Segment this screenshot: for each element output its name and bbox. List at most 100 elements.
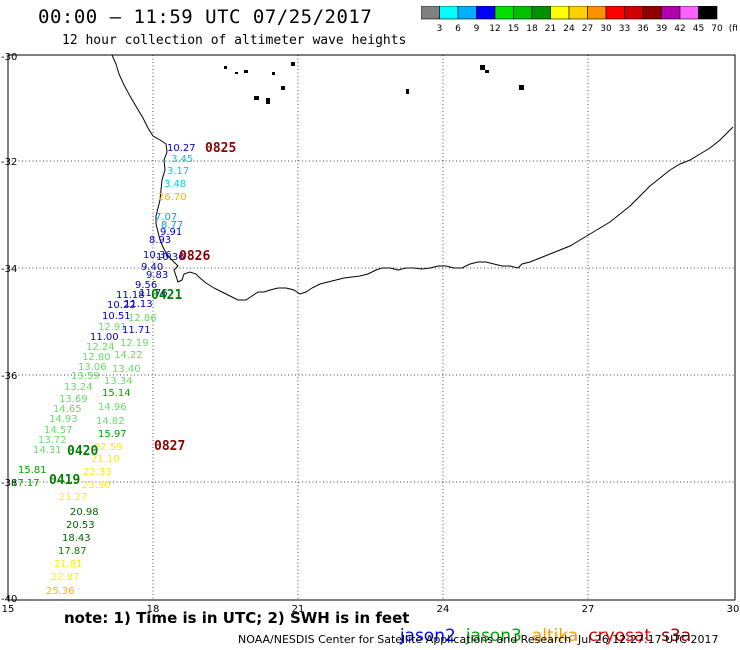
y-tick-label: -30 — [1, 52, 17, 63]
swh-value-label: 9.40 — [141, 262, 163, 273]
legend-cryosat: cryosat — [588, 626, 652, 646]
swh-value-label: 21.27 — [59, 492, 88, 503]
pass-id-label: 0421 — [151, 288, 182, 303]
color-scale-label: 12 — [489, 24, 500, 34]
x-tick-label: 15 — [2, 604, 15, 615]
swh-value-label: 8.77 — [161, 220, 183, 231]
swh-value-label: 21.81 — [54, 559, 83, 570]
pass-id-label: 0420 — [67, 444, 98, 459]
color-scale-label: 39 — [656, 24, 668, 34]
legend-jason2: jason2 — [399, 626, 456, 646]
swh-value-label: 9.56 — [135, 280, 157, 291]
swh-value-label: 3.17 — [167, 166, 189, 177]
generated-timestamp: Jul 26 12:27:17 UTC 2017 — [578, 633, 719, 646]
swh-value-label: 12.24 — [86, 342, 115, 353]
gridlines — [8, 55, 735, 600]
color-scale-label: 30 — [600, 24, 612, 34]
color-scale-label: (ft) — [729, 24, 737, 34]
swh-value-label: 13.34 — [104, 376, 133, 387]
swh-value-label: 14.22 — [114, 350, 143, 361]
y-tick-label: -34 — [1, 264, 17, 275]
color-scale-label: 27 — [582, 24, 593, 34]
credit-text: NOAA/NESDIS Center for Satellite Applica… — [238, 633, 572, 646]
swh-value-label: 11.18 — [116, 290, 145, 301]
legend-s3a: s3a — [661, 626, 692, 646]
legend-altika: altika — [531, 626, 579, 646]
footer-note: note: 1) Time is in UTC; 2) SWH is in fe… — [64, 609, 410, 627]
swh-value-label: 14.82 — [96, 416, 125, 427]
color-scale-label: 24 — [563, 24, 575, 34]
swh-value-label: 15.81 — [18, 465, 47, 476]
coastline — [111, 54, 734, 301]
swh-value-label: 13.06 — [78, 362, 107, 373]
x-tick-label: 21 — [292, 604, 305, 615]
swh-value-label: 12.80 — [82, 352, 111, 363]
legend-jason3: jason3 — [465, 626, 522, 646]
swh-value-label: 20.53 — [66, 520, 95, 531]
map-subtitle: 12 hour collection of altimeter wave hei… — [62, 33, 407, 48]
swh-value-label: 10.27 — [167, 143, 196, 154]
map-title: 00:00 – 11:59 UTC 07/25/2017 — [38, 6, 373, 28]
swh-value-label: 9.91 — [160, 227, 182, 238]
swh-value-label: 14.31 — [33, 445, 62, 456]
swh-value-label: 10.22 — [107, 300, 136, 311]
x-tick-label: 24 — [437, 604, 450, 615]
y-axis-labels: -30 -32 -34 -36 -38 -40 — [1, 52, 17, 605]
swh-value-label: 17.87 — [58, 546, 87, 557]
swh-value-label: 12.19 — [120, 338, 149, 349]
x-tick-label: 30 — [727, 604, 740, 615]
pass-labels: 0825 0826 0421 0827 0420 0419 — [49, 141, 236, 488]
y-tick-label: -36 — [1, 371, 17, 382]
swh-value-label: 11.00 — [90, 332, 119, 343]
swh-value-label: 10.36 — [143, 250, 172, 261]
swh-value-label: 23.30 — [82, 480, 111, 491]
swh-value-label: 13.69 — [59, 394, 88, 405]
color-scale-label: 45 — [693, 24, 704, 34]
swh-value-label: 21.10 — [91, 454, 120, 465]
swh-value-label: 26.70 — [158, 192, 187, 203]
satellite-legend: jason2 jason3 altika cryosat s3a — [389, 606, 701, 646]
color-scale-label: 9 — [474, 24, 480, 34]
swh-value-label: 15.97 — [98, 429, 127, 440]
y-tick-label: -32 — [1, 157, 17, 168]
swh-value-label: 18.43 — [62, 533, 91, 544]
swh-value-label: 3.48 — [164, 179, 186, 190]
color-scale-label: 70 — [711, 24, 723, 34]
color-scale-label: 6 — [455, 24, 461, 34]
pass-id-label: 0825 — [205, 141, 236, 156]
swh-value-label: 7.07 — [155, 212, 177, 223]
swh-value-label: 10.51 — [102, 311, 131, 322]
pass-id-label: 0419 — [49, 473, 80, 488]
swh-value-label: 3.45 — [171, 154, 193, 165]
x-tick-label: 27 — [582, 604, 595, 615]
swh-value-label: 11.13 — [124, 299, 153, 310]
color-scale-label: 42 — [674, 24, 685, 34]
color-scale-label: 18 — [526, 24, 538, 34]
swh-value-label: 12.91 — [98, 322, 127, 333]
color-swatch — [698, 6, 718, 20]
y-tick-label: -40 — [1, 594, 17, 605]
pass-id-label: 0826 — [179, 249, 210, 264]
swh-value-label: 9.83 — [146, 270, 168, 281]
swh-value-label: 22.33 — [83, 467, 112, 478]
wave-height-values: 10.273.453.17 3.48 26.70 7.078.779.918.93 10… — [11, 143, 196, 597]
swh-value-label: 15.14 — [102, 388, 131, 399]
color-scale-label: 21 — [545, 24, 556, 34]
swh-value-label: 13.40 — [112, 364, 141, 375]
swh-value-label: 8.93 — [149, 235, 171, 246]
swh-value-label: 10.36 — [156, 252, 185, 263]
swh-value-label: 12.86 — [128, 313, 157, 324]
swh-value-label: 13.59 — [71, 371, 100, 382]
swh-value-label: 11.71 — [122, 325, 151, 336]
color-scale-label: 3 — [437, 24, 443, 34]
x-tick-label: 18 — [147, 604, 160, 615]
swh-value-label: 14.96 — [98, 402, 127, 413]
swh-value-label: 22.87 — [51, 572, 80, 583]
swh-value-label: 13.72 — [38, 435, 67, 446]
swh-value-label: 14.57 — [44, 425, 73, 436]
swh-value-label: 11.76 — [139, 288, 168, 299]
y-tick-label: -38 — [1, 478, 17, 489]
color-scale-label: 33 — [619, 24, 630, 34]
swh-value-label: 22.59 — [94, 442, 123, 453]
